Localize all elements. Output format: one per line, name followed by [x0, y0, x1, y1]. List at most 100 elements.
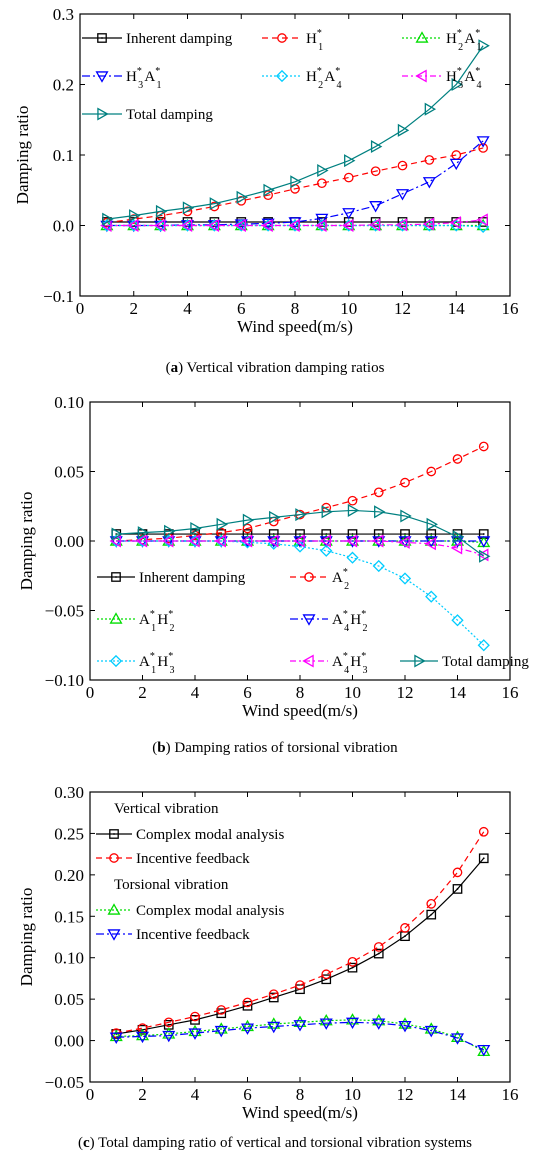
y-axis-label: Damping ratio: [17, 492, 36, 591]
y-tick-label: 0.2: [53, 76, 74, 95]
data-point: [477, 1044, 491, 1057]
x-tick-label: 6: [237, 299, 246, 318]
legend-item: Complex modal analysis: [96, 827, 284, 843]
legend-item: Inherent damping: [82, 31, 233, 47]
x-tick-label: 2: [130, 299, 139, 318]
data-point-dot: [482, 857, 485, 860]
legend-label: A* 1 H* 2: [139, 609, 176, 634]
data-point: [400, 923, 410, 933]
x-tick-label: 16: [502, 1085, 519, 1104]
x-tick-label: 4: [191, 683, 200, 702]
data-point: [422, 218, 436, 231]
data-point-dot: [325, 533, 328, 535]
data-point-dot: [194, 533, 196, 535]
legend-marker: [107, 903, 121, 915]
data-point: [109, 534, 123, 546]
series-line: [106, 45, 484, 220]
x-tick-label: 0: [76, 299, 85, 318]
series-line: [106, 224, 484, 228]
data-point: [317, 178, 327, 189]
data-point: [109, 1029, 123, 1042]
legend-label: H* 3 A* 1: [126, 66, 163, 91]
data-point: [102, 212, 114, 226]
data-point: [240, 534, 253, 548]
data-point: [372, 559, 385, 573]
data-point: [476, 213, 488, 227]
legend-item: Complex modal analysis: [96, 903, 284, 919]
data-point: [424, 537, 436, 551]
data-point: [269, 510, 281, 524]
data-point: [100, 220, 114, 233]
legend-item: H* 2 A* 4: [262, 66, 341, 91]
data-point: [319, 534, 331, 548]
legend-marker: [415, 69, 427, 83]
x-tick-label: 12: [397, 683, 414, 702]
x-tick-label: 12: [394, 299, 411, 318]
data-point: [163, 1017, 174, 1028]
legend-item: A* 1 H* 2: [97, 609, 176, 634]
legend-marker: [111, 572, 121, 582]
data-point-dot: [430, 533, 433, 535]
data-point: [240, 1023, 255, 1035]
data-point: [236, 190, 248, 204]
legend-marker-dot: [101, 37, 103, 39]
data-point: [342, 208, 356, 220]
data-point: [242, 1000, 253, 1011]
y-axis-label: Damping ratio: [13, 106, 32, 205]
data-point: [398, 536, 412, 548]
legend-marker-dot: [113, 833, 115, 835]
x-tick-label: 4: [191, 1085, 200, 1104]
x-tick-label: 8: [291, 299, 300, 318]
data-point: [190, 1011, 200, 1022]
legend-item: Incentive feedback: [96, 927, 250, 943]
data-point: [214, 1025, 228, 1038]
legend-group-heading: Vertical vibration: [114, 801, 219, 817]
data-point: [154, 220, 168, 233]
series-line: [116, 1021, 484, 1051]
data-point: [209, 197, 222, 211]
data-point-dot: [377, 952, 380, 955]
x-tick-label: 14: [449, 683, 467, 702]
legend-item: Incentive feedback: [96, 851, 250, 867]
data-point: [345, 534, 360, 546]
y-tick-label: 0.25: [54, 824, 84, 843]
data-point: [127, 220, 141, 233]
figure-caption: (a) Vertical vibration damping ratios: [166, 360, 385, 376]
data-point: [476, 136, 490, 148]
series-4: [110, 534, 490, 652]
data-point: [372, 1018, 386, 1030]
data-point-dot: [404, 935, 406, 938]
y-tick-label: 0.3: [53, 5, 74, 24]
data-point: [315, 213, 329, 226]
data-point: [425, 590, 438, 603]
data-point: [343, 172, 354, 183]
y-tick-label: 0.30: [54, 783, 84, 802]
y-tick-label: 0.05: [54, 990, 84, 1009]
x-tick-label: 6: [243, 1085, 252, 1104]
data-point: [426, 529, 437, 539]
data-point: [188, 534, 202, 546]
figure-caption: (c) Total damping ratio of vertical and …: [78, 1135, 472, 1151]
legend-item: H* 2 A* 1: [402, 28, 481, 53]
series-line: [116, 831, 485, 1034]
data-point: [424, 155, 435, 165]
data-point: [267, 534, 279, 548]
data-point: [347, 957, 358, 967]
data-point: [400, 529, 410, 539]
data-point: [315, 218, 327, 233]
legend-item: A* 2: [290, 567, 349, 592]
legend-marker: [109, 853, 119, 863]
legend-item: A* 4 H* 2: [290, 609, 367, 634]
data-point: [344, 154, 356, 168]
data-point: [452, 454, 463, 464]
data-point: [398, 572, 412, 585]
data-point: [319, 1018, 333, 1030]
x-tick-label: 6: [243, 683, 252, 702]
y-tick-label: 0.10: [54, 949, 84, 968]
data-point: [478, 143, 488, 153]
series-1: [102, 143, 488, 228]
legend-marker: [107, 929, 121, 941]
data-point-dot: [246, 533, 249, 535]
data-point: [478, 826, 489, 837]
